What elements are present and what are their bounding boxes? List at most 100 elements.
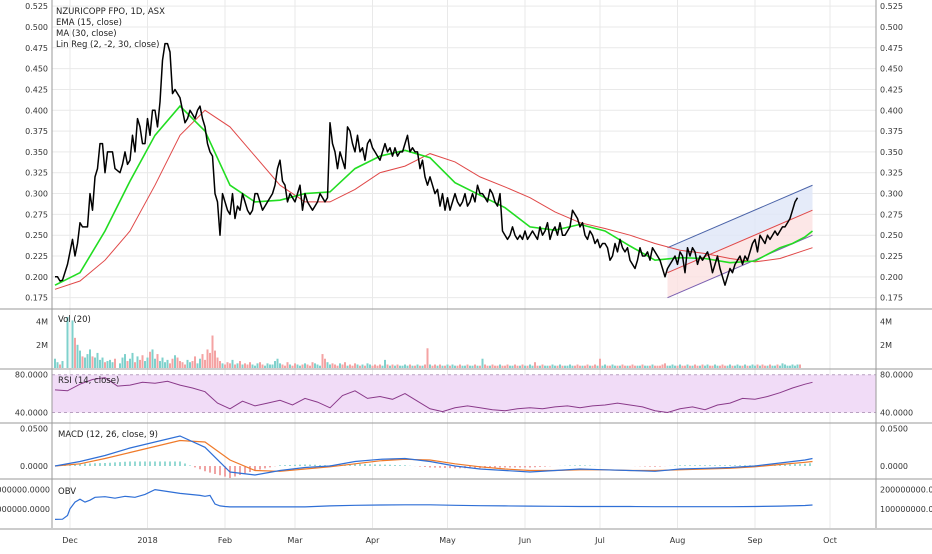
- volume-bar: [521, 364, 524, 368]
- price-tick-right: 0.225: [880, 252, 903, 261]
- volume-bar: [399, 365, 401, 368]
- volume-bar: [179, 361, 181, 368]
- volume-bar: [729, 364, 731, 368]
- volume-bar: [354, 363, 356, 368]
- volume-bar: [469, 365, 471, 368]
- volume-bar: [334, 364, 336, 368]
- volume-bar: [81, 356, 84, 368]
- volume-bar: [249, 362, 251, 368]
- x-tick-label: Mar: [287, 536, 303, 545]
- volume-bar: [649, 365, 651, 368]
- volume-bar: [631, 364, 634, 368]
- volume-bar: [236, 363, 239, 368]
- volume-bar: [296, 364, 299, 368]
- volume-bar: [709, 365, 711, 368]
- volume-bar: [426, 348, 429, 368]
- volume-bar: [476, 365, 479, 368]
- volume-bar: [404, 364, 406, 368]
- volume-bar: [164, 362, 166, 368]
- volume-bar: [266, 363, 269, 368]
- volume-bar: [431, 365, 434, 368]
- macd-tick-left: 0.0500: [20, 425, 48, 434]
- volume-bar: [329, 364, 331, 368]
- x-tick-label: 2018: [137, 536, 157, 545]
- volume-bar: [581, 365, 584, 368]
- volume-bar: [209, 352, 211, 368]
- volume-bar: [679, 364, 681, 368]
- volume-bar: [719, 365, 721, 368]
- volume-bar: [589, 365, 591, 368]
- volume-bar: [111, 362, 114, 368]
- volume-bar: [89, 349, 91, 368]
- macd-signal-line: [54, 439, 813, 472]
- volume-bar: [689, 365, 691, 368]
- volume-bar: [531, 365, 534, 368]
- volume-bar: [396, 364, 399, 368]
- volume-bar: [291, 365, 294, 368]
- volume-bar: [789, 365, 791, 368]
- volume-bar: [129, 358, 131, 368]
- volume-bar: [391, 364, 394, 368]
- volume-bar: [704, 365, 706, 368]
- obv-tick-right: 100000000.0000: [880, 505, 932, 514]
- volume-bar: [734, 365, 736, 368]
- volume-bar: [114, 358, 116, 368]
- volume-bar: [591, 365, 594, 368]
- volume-bar: [191, 361, 194, 368]
- obv-line: [54, 488, 813, 520]
- volume-bar: [371, 365, 374, 368]
- volume-bar: [474, 364, 476, 368]
- volume-bar: [259, 362, 261, 368]
- volume-bar: [481, 358, 484, 368]
- volume-bar: [584, 365, 586, 368]
- volume-bar: [771, 365, 774, 368]
- volume-bar: [501, 365, 504, 368]
- volume-bar: [84, 357, 86, 368]
- volume-bar: [629, 365, 631, 368]
- volume-bar: [216, 357, 219, 368]
- volume-bar: [394, 365, 396, 368]
- volume-bar: [321, 354, 324, 368]
- volume-bar: [149, 351, 151, 368]
- macd-tick-left: 0.0000: [20, 462, 48, 471]
- linreg-upper-fill: [667, 185, 813, 273]
- volume-bar: [189, 362, 191, 368]
- volume-bar: [606, 365, 609, 368]
- price-tick-right: 0.275: [880, 210, 903, 219]
- linreg-upper-line: [667, 184, 813, 249]
- volume-bar: [346, 365, 349, 368]
- volume-bar: [171, 358, 174, 368]
- volume-bar: [104, 362, 106, 368]
- volume-bar: [226, 362, 229, 368]
- volume-bar: [169, 363, 171, 368]
- volume-bar: [109, 359, 111, 368]
- volume-bar: [524, 365, 526, 368]
- price-tick-right: 0.300: [880, 190, 903, 199]
- volume-bar: [626, 365, 629, 368]
- volume-bar: [636, 365, 639, 368]
- grid-lines: [52, 0, 876, 528]
- volume-bar: [96, 352, 99, 368]
- volume-bar: [344, 362, 346, 368]
- price-tick-left: 0.225: [25, 252, 48, 261]
- ma-30-line: [54, 109, 813, 290]
- volume-bar: [539, 365, 541, 368]
- volume-bar: [134, 362, 136, 368]
- volume-bar: [674, 365, 676, 368]
- volume-bar: [526, 365, 529, 368]
- volume-bar: [664, 363, 666, 368]
- volume-bar: [274, 361, 276, 368]
- volume-bar: [401, 365, 404, 368]
- volume-bar: [284, 365, 286, 368]
- volume-bar: [94, 357, 96, 368]
- volume-bar: [151, 349, 154, 368]
- volume-bar: [546, 365, 549, 368]
- price-tick-right: 0.375: [880, 127, 903, 136]
- price-tick-right: 0.425: [880, 85, 903, 94]
- volume-bar: [551, 364, 554, 368]
- volume-bar: [456, 365, 459, 368]
- volume-bar: [196, 363, 199, 368]
- volume-bar: [304, 363, 306, 368]
